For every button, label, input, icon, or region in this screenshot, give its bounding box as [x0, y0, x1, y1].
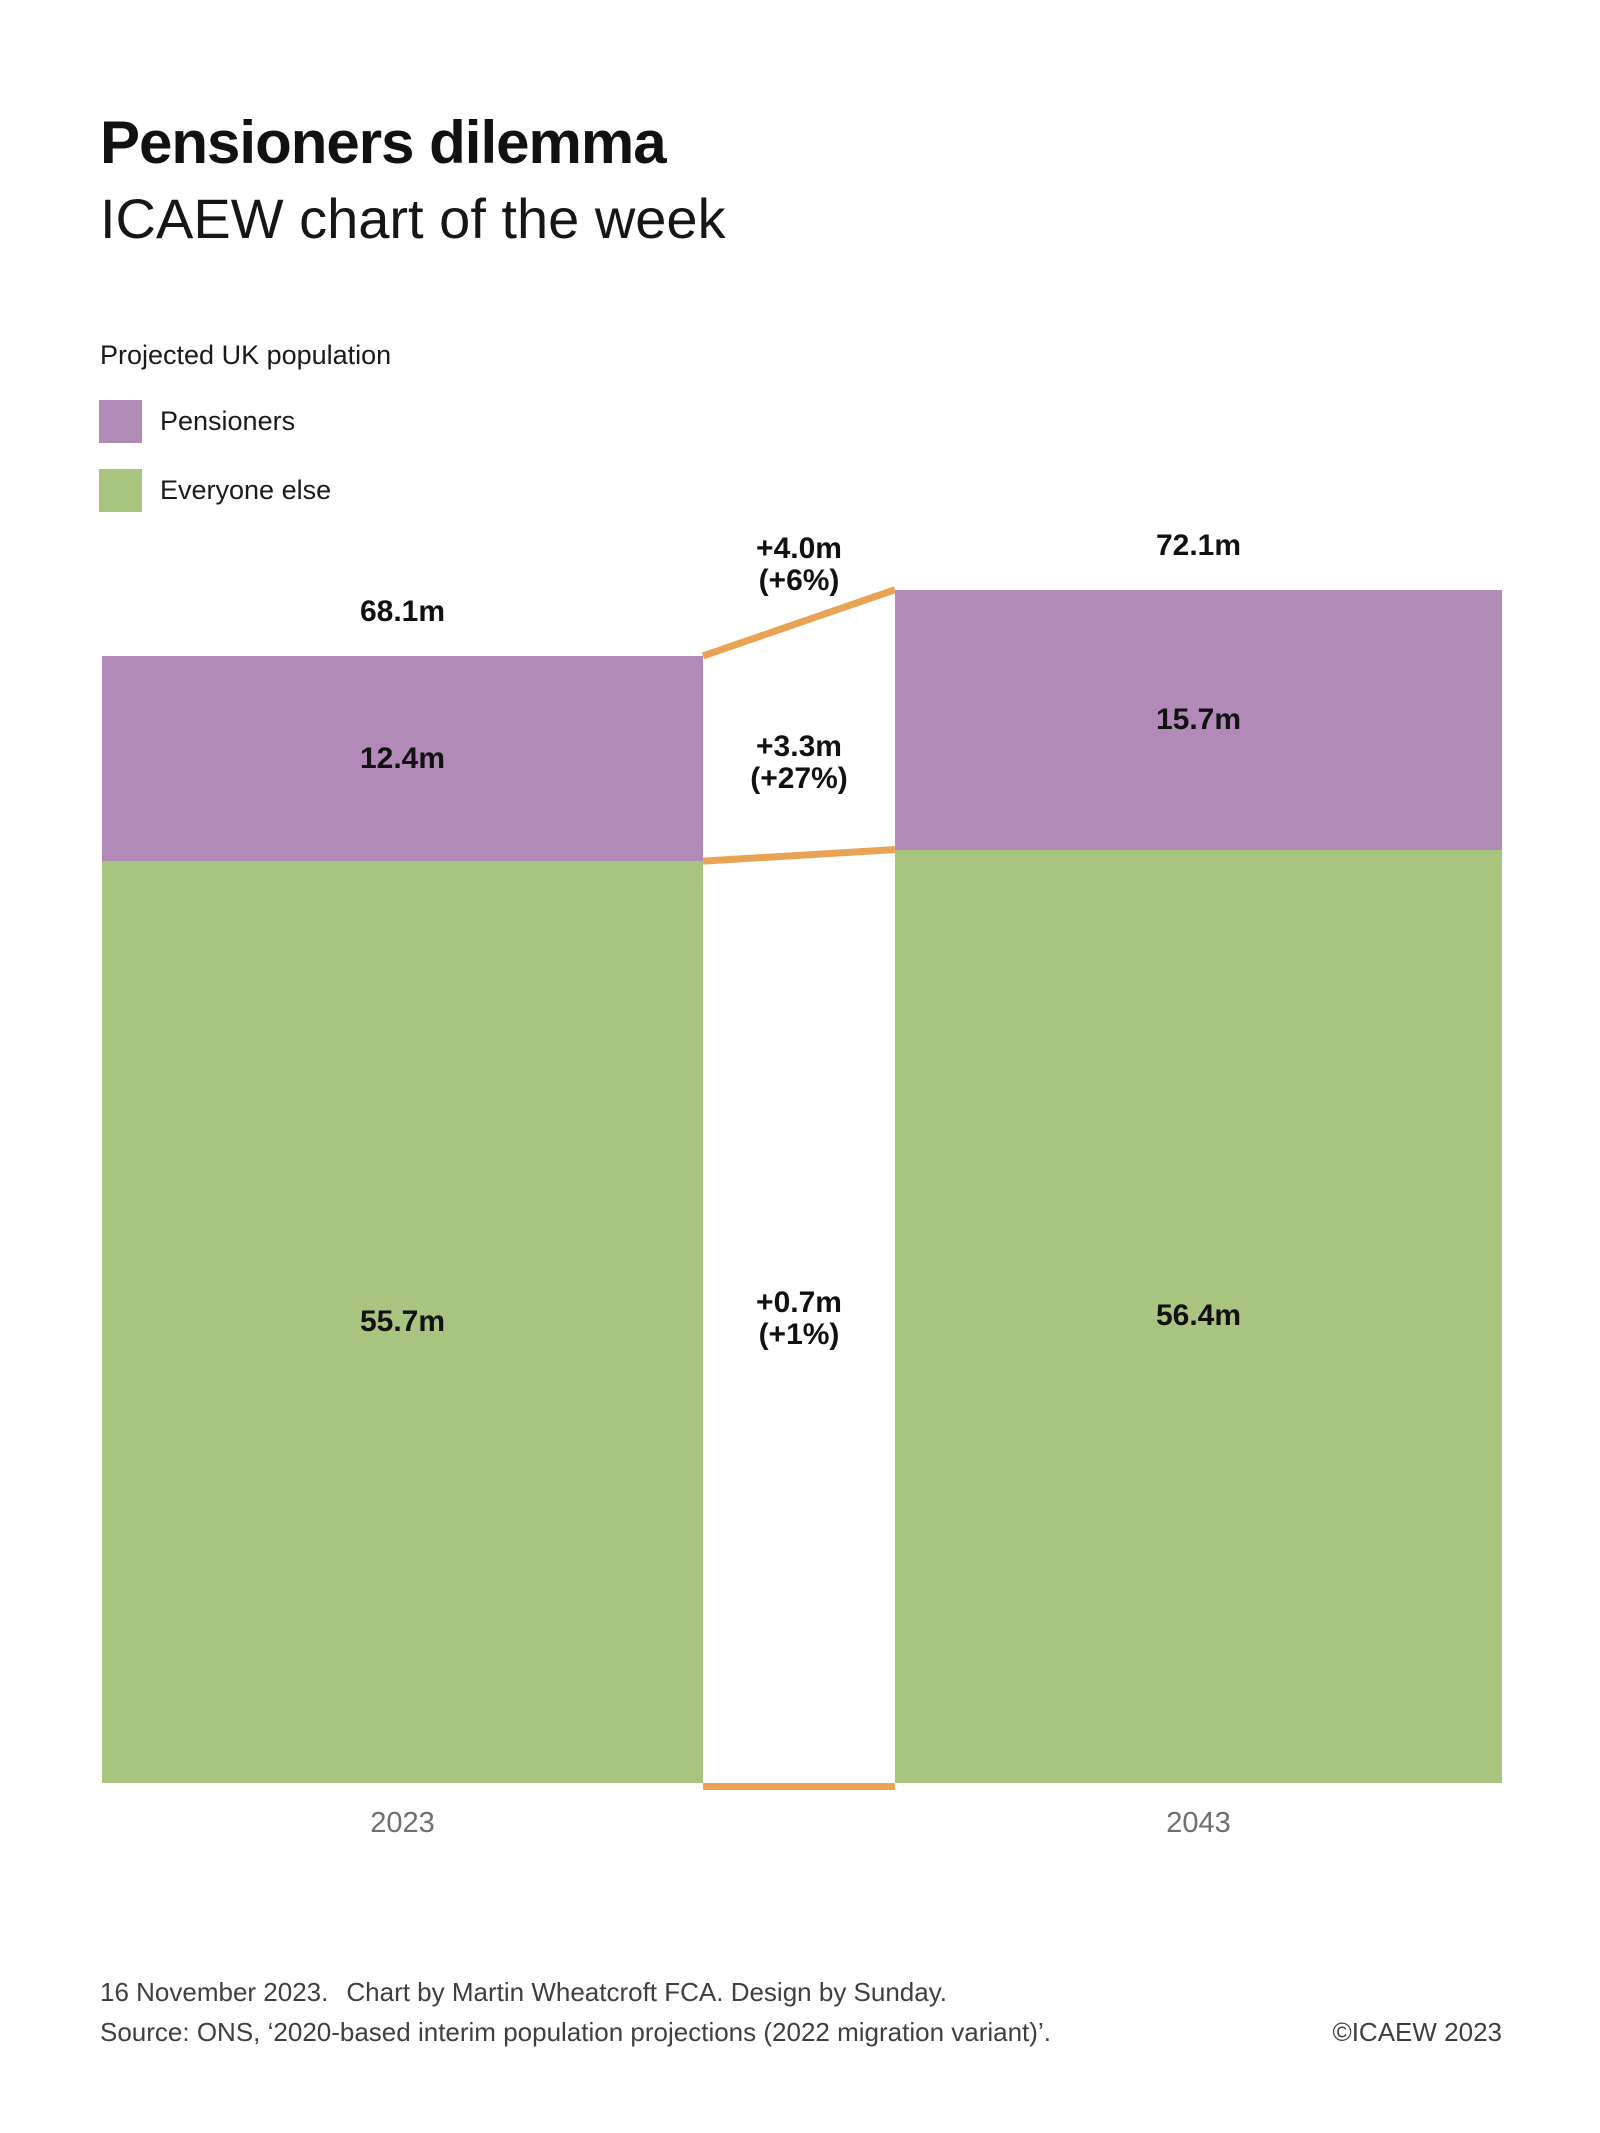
footer-copyright: ©ICAEW 2023	[1332, 2017, 1502, 2047]
segment-value-label: 55.7m	[359, 1305, 446, 1339]
annotation-amount: +4.0m	[756, 532, 842, 565]
footer-credit-line: 16 November 2023. Chart by Martin Wheatcr…	[100, 1977, 947, 2008]
legend-item-pensioners: Pensioners	[99, 400, 295, 443]
annotation-pensioners-change: +3.3m (+27%)	[750, 731, 848, 795]
footer-credit: Chart by Martin Wheatcroft FCA. Design b…	[346, 1977, 948, 2007]
annotation-percent: (+1%)	[758, 1318, 840, 1351]
annotation-amount: +3.3m	[756, 730, 842, 763]
legend-title: Projected UK population	[100, 340, 392, 370]
bar-column-2023: 68.1m 12.4m 55.7m 2023	[102, 595, 703, 1839]
total-label-2023: 68.1m	[359, 594, 446, 628]
legend-item-everyone-else: Everyone else	[99, 469, 331, 512]
legend-label-pensioners: Pensioners	[160, 406, 296, 436]
connector-total-line	[701, 586, 897, 660]
annotation-everyone-else-change: +0.7m (+1%)	[756, 1287, 842, 1351]
everyone-else-swatch-icon	[99, 469, 142, 512]
x-axis-label-2043: 2043	[1166, 1806, 1231, 1839]
footer-source: Source: ONS, ‘2020-based interim populat…	[100, 2017, 1051, 2047]
segment-value-label: 56.4m	[1155, 1299, 1242, 1333]
annotation-percent: (+6%)	[758, 564, 840, 597]
x-axis-label-2023: 2023	[370, 1806, 435, 1839]
segment-value-label: 12.4m	[359, 741, 446, 775]
segment-pensioners-2023: 12.4m	[102, 655, 703, 862]
total-label-2043: 72.1m	[1155, 528, 1242, 562]
bar-column-2043: 72.1m 15.7m 56.4m 2043	[895, 529, 1502, 1839]
segment-pensioners-2043: 15.7m	[895, 589, 1502, 850]
pensioners-swatch-icon	[99, 400, 142, 443]
segment-value-label: 15.7m	[1155, 702, 1242, 736]
annotation-total-change: +4.0m (+6%)	[756, 533, 842, 597]
page-title: Pensioners dilemma	[100, 109, 667, 176]
annotation-percent: (+27%)	[750, 762, 848, 795]
footer-date: 16 November 2023.	[100, 1977, 329, 2007]
page-subtitle: ICAEW chart of the week	[100, 187, 726, 250]
segment-everyone-else-2023: 55.7m	[102, 861, 703, 1783]
connector-pensioners-line	[702, 846, 896, 865]
segment-everyone-else-2043: 56.4m	[895, 849, 1502, 1783]
legend-label-everyone-else: Everyone else	[160, 475, 332, 505]
annotation-amount: +0.7m	[756, 1286, 842, 1319]
